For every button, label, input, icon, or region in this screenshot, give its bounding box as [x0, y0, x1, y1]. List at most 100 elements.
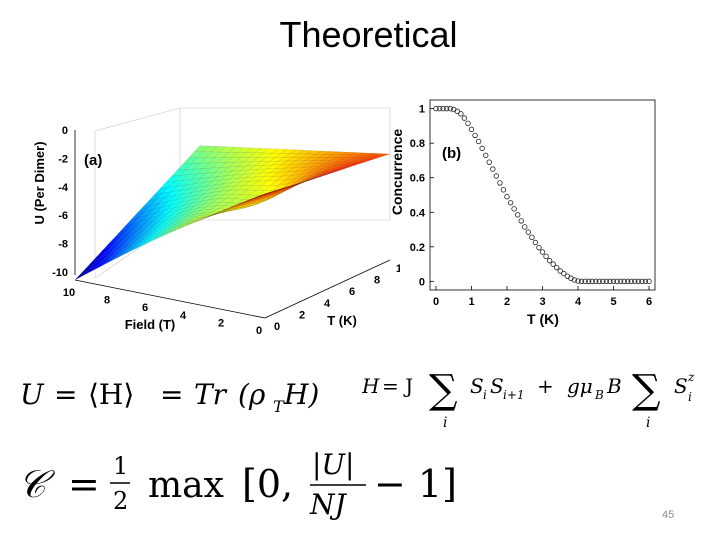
surface-patch [349, 159, 365, 163]
surface-patch [298, 176, 314, 184]
y-tick-label: 0.2 [410, 242, 425, 254]
nj-denominator: NJ [309, 488, 348, 521]
concurrence-point [642, 278, 649, 285]
energy-rhs-end: H) [283, 378, 319, 411]
surface-patch [203, 208, 219, 213]
concurrence-point [532, 239, 539, 246]
surface-patch [140, 219, 156, 229]
surface-patch [193, 162, 210, 170]
surface-patch [251, 168, 268, 174]
z-axis-label: U (Per Dimer) [32, 141, 47, 224]
surface-patch [176, 163, 193, 171]
surface-patch [347, 162, 362, 166]
surface-patch [306, 160, 322, 165]
slide-title: Theoretical [279, 14, 458, 55]
hamiltonian-lhs: H [362, 374, 380, 398]
concurrence-point [443, 105, 450, 112]
concurrence-point [447, 105, 453, 112]
surface-patch [211, 197, 228, 203]
svg-text:U = ⟨H⟩ = Tr: U = ⟨H⟩ = Tr (ρ [20, 378, 266, 411]
concurrence-point [546, 257, 553, 264]
concurrence-point [507, 200, 514, 206]
surface-patch [202, 162, 219, 169]
surface-patch [248, 165, 265, 171]
concurrence-point [539, 249, 546, 255]
surface-patch [321, 169, 336, 175]
surface-patch [111, 236, 127, 247]
concurrence-point [624, 278, 631, 285]
abs-u-numerator: |U| [312, 448, 354, 481]
surface-patch [344, 161, 359, 165]
surface-patch [234, 180, 251, 187]
surface-patch [152, 219, 167, 228]
surface-patch [315, 171, 331, 177]
g-mu-sub: B [594, 388, 604, 402]
t-tick-label: 4 [324, 298, 331, 310]
surface-patch [214, 166, 230, 173]
surface-patch [205, 167, 222, 174]
surface-patch [114, 228, 130, 238]
half-denominator: 2 [113, 487, 128, 515]
energy-equals-1: = [54, 378, 77, 411]
panel-label-a: (a) [84, 152, 102, 169]
concurrence-point [593, 278, 599, 285]
concurrence-point [525, 229, 531, 235]
energy-expectation: ⟨H⟩ [88, 378, 134, 411]
concurrence-equals: = [68, 462, 100, 506]
surface-patch [212, 211, 228, 216]
spin-term-a: S [470, 374, 484, 398]
concurrence-point [486, 159, 492, 165]
surface-patch [245, 161, 262, 167]
surface-patch [228, 161, 244, 168]
field-tick-label: 6 [142, 302, 148, 314]
surface-patch [250, 198, 265, 204]
surface-patch [100, 256, 116, 267]
bracket-open: [0, [242, 462, 293, 506]
surface-patch [91, 251, 107, 262]
surface-patch [245, 172, 262, 178]
surface-patch [206, 191, 222, 198]
surface-patch [169, 214, 185, 222]
concurrence-point [511, 206, 517, 212]
surface-patch [169, 225, 185, 233]
surface-patch [265, 164, 282, 170]
surface-patch [260, 157, 276, 162]
concurrence-point [561, 270, 567, 277]
t-tick-label: 6 [349, 286, 355, 298]
concurrence-series [433, 105, 652, 285]
surface-patch [120, 242, 136, 252]
surface-patch [138, 234, 153, 244]
surface-patch [256, 191, 271, 198]
surface-patch [329, 157, 345, 161]
surface-patch [117, 240, 133, 251]
surface-patch [180, 195, 196, 203]
concurrence-point [522, 224, 528, 230]
spin-z-sup: z [687, 370, 695, 384]
surface-patch [209, 205, 225, 210]
surface-patch [216, 157, 233, 164]
surface-patch [115, 247, 130, 257]
surface-patch [242, 169, 259, 175]
concurrence-point [475, 138, 482, 145]
g-mu: gμ [567, 374, 593, 398]
surface-patch [149, 232, 165, 241]
concurrence-point [461, 115, 468, 121]
concurrence-point [617, 278, 624, 285]
surface-patch [309, 163, 325, 168]
surface-patch [168, 193, 185, 202]
z-tick-label: -2 [58, 153, 68, 165]
field-tick-label: 0 [256, 325, 262, 337]
concurrence-point [468, 126, 475, 133]
surface-patch [203, 198, 219, 205]
surface-patch [143, 236, 159, 245]
surface-patch [86, 257, 101, 268]
surface-patch [188, 168, 204, 175]
max-operator: max [148, 465, 224, 506]
surface-patch [237, 161, 253, 167]
concurrence-point [458, 111, 464, 117]
concurrence-ticks: 0 1 2 3 4 5 6 0 0.2 0.4 0.6 0.8 1 [410, 104, 652, 308]
x-tick-label: 3 [539, 296, 545, 308]
surface-patch [125, 216, 142, 226]
concurrence-point [578, 278, 585, 285]
energy-trace: Tr [194, 378, 228, 411]
